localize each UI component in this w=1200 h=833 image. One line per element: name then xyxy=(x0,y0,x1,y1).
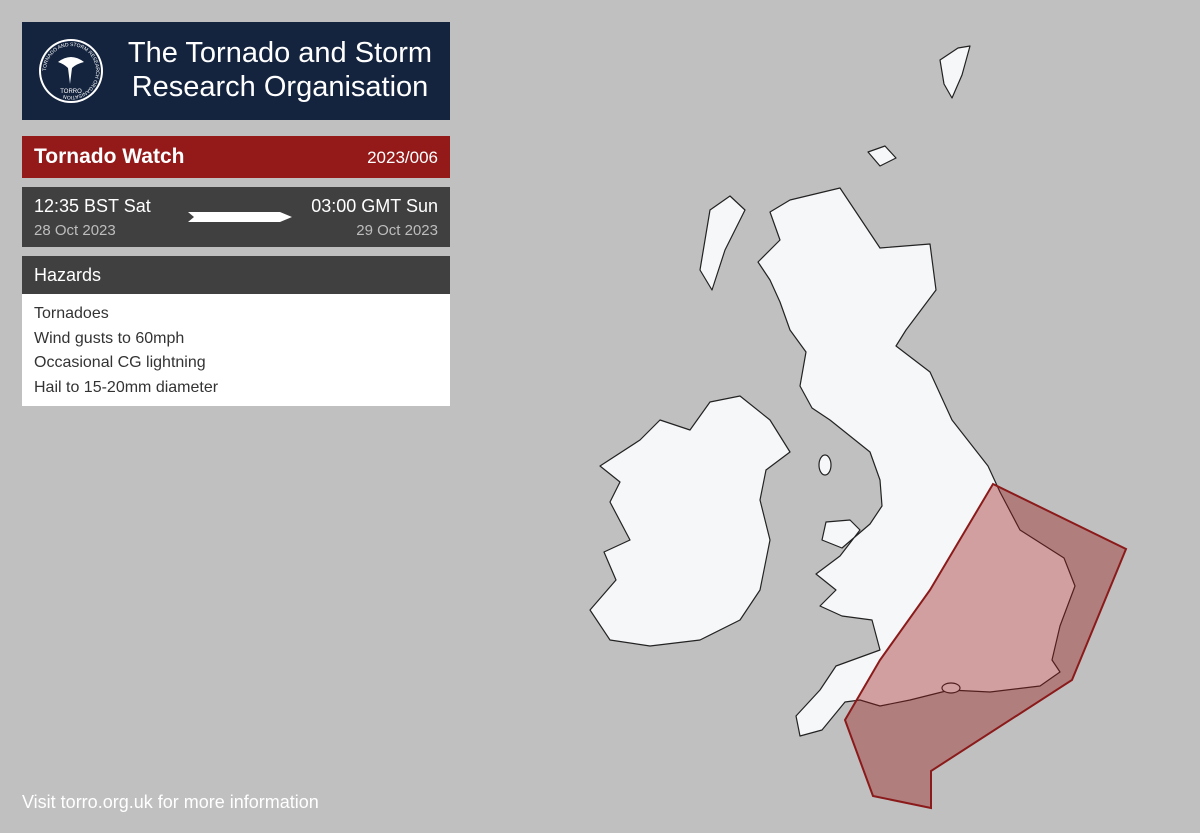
start-time: 12:35 BST Sat xyxy=(34,196,151,216)
start-date: 28 Oct 2023 xyxy=(34,222,116,239)
shetland xyxy=(939,45,971,99)
orkney xyxy=(867,145,897,167)
isle-of-wight xyxy=(941,682,961,694)
hazard-list: Tornadoes Wind gusts to 60mph Occasional C… xyxy=(22,294,450,408)
logo: TORNADO AND STORM RESEARCH ORGANISATION … xyxy=(39,39,103,103)
hebrides xyxy=(699,195,746,291)
arrow xyxy=(188,212,292,222)
isle-of-man xyxy=(818,454,832,476)
valid-times: 12:35 BST Sat 28 Oct 2023 03:00 GMT Sun … xyxy=(22,187,450,247)
footer: Visit torro.org.uk for more information xyxy=(22,792,319,812)
header: TORNADO AND STORM RESEARCH ORGANISATION … xyxy=(22,22,450,120)
hazards: Hazards Tornadoes Wind gusts to 60mph Occa… xyxy=(22,256,450,406)
watch-area xyxy=(843,482,1128,810)
hazard-item: Occasional CG lightning xyxy=(34,354,206,371)
watch-id: 2023/006 xyxy=(367,148,438,167)
watch-type: Tornado Watch xyxy=(34,145,185,168)
hazard-item: Wind gusts to 60mph xyxy=(34,329,185,347)
end-time: 03:00 GMT Sun xyxy=(311,196,438,216)
watch-banner: Tornado Watch 2023/006 xyxy=(22,136,450,178)
hazard-item: Hail to 15-20mm diameter xyxy=(34,378,219,396)
great-britain xyxy=(757,187,1076,737)
end-date: 29 Oct 2023 xyxy=(356,222,438,239)
logo-label: TORRO xyxy=(60,89,82,95)
ireland xyxy=(589,395,791,647)
title: The Tornado and Storm Research Organisat… xyxy=(127,37,433,103)
hazard-item: Tornadoes xyxy=(34,305,109,322)
hazards-heading: Hazards xyxy=(22,256,450,294)
